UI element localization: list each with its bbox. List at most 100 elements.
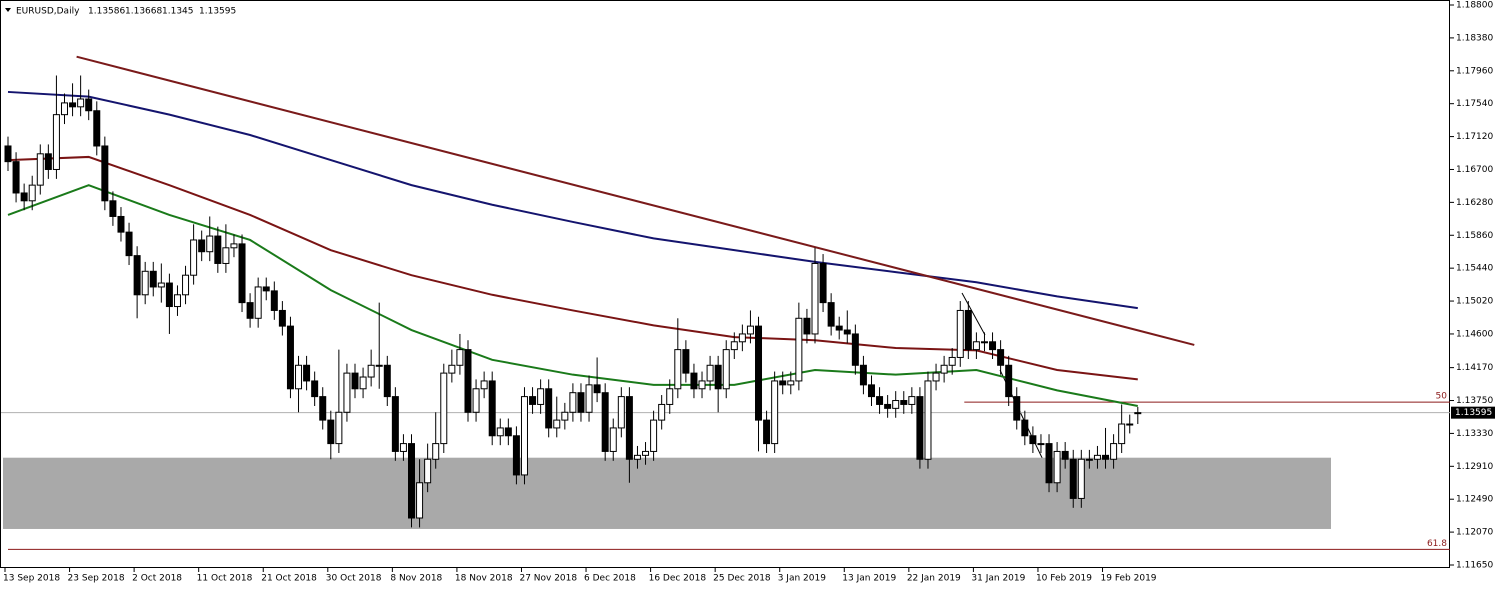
x-tick-label: 18 Nov 2018: [455, 574, 513, 584]
candle-body: [28, 184, 36, 202]
candle-body: [424, 458, 432, 484]
candle-body: [262, 286, 270, 292]
candle-body: [593, 384, 601, 394]
candle-body: [222, 247, 230, 264]
candle-body: [391, 396, 399, 452]
candle-body: [698, 380, 706, 390]
candle-body: [165, 282, 173, 308]
candle-body: [609, 427, 617, 452]
candle-body: [480, 380, 488, 390]
candle-body: [1053, 450, 1061, 484]
candle-body: [432, 443, 440, 460]
candle-body: [819, 262, 827, 304]
candle-body: [383, 364, 391, 398]
y-tick-label: 1.16280: [1456, 198, 1493, 208]
candle-body: [811, 262, 819, 335]
candle-body: [214, 235, 222, 264]
candle-body: [763, 419, 771, 445]
candle-body: [867, 384, 875, 398]
candle-body: [916, 396, 924, 460]
x-tick-label: 8 Nov 2018: [390, 574, 442, 584]
candle-body: [803, 317, 811, 335]
candle-body: [343, 372, 351, 413]
chart-title: EURUSD,Daily: [16, 7, 80, 17]
ohlc-value: 1.1345: [162, 7, 194, 17]
candle-body: [843, 329, 851, 335]
candle-body: [270, 290, 278, 311]
x-tick-label: 13 Jan 2019: [842, 574, 896, 584]
candle-body: [1118, 423, 1126, 445]
candle-body: [1134, 412, 1142, 415]
candle-body: [238, 243, 246, 304]
candle-body: [989, 341, 997, 351]
candle-body: [1021, 419, 1029, 437]
candle-body: [674, 349, 682, 390]
candle-body: [206, 235, 214, 253]
candle-body: [884, 403, 892, 409]
candle-body: [1037, 443, 1045, 446]
candle-body: [1110, 443, 1118, 460]
candle-body: [1102, 454, 1110, 460]
x-tick-label: 2 Oct 2018: [132, 574, 182, 584]
candle-body: [537, 388, 545, 405]
candle-body: [456, 349, 464, 366]
candle-body: [859, 364, 867, 386]
candle-body: [472, 388, 480, 413]
fib-label: 61.8: [1427, 539, 1447, 549]
candle-body: [375, 364, 383, 367]
candle-body: [157, 282, 165, 288]
y-tick-label: 1.16700: [1456, 165, 1493, 175]
candle-body: [755, 325, 763, 421]
candle-body: [577, 392, 585, 413]
y-tick-label: 1.15860: [1456, 231, 1493, 241]
y-tick-label: 1.12070: [1456, 528, 1493, 538]
candle-body: [545, 388, 553, 429]
y-tick-label: 1.15440: [1456, 264, 1493, 274]
x-tick-label: 23 Sep 2018: [68, 574, 125, 584]
candle-body: [1077, 458, 1085, 499]
candle-body: [101, 145, 109, 202]
candle-body: [908, 396, 916, 405]
ohlc-value: 1.13668: [125, 7, 162, 17]
candle-body: [956, 309, 964, 358]
candle-body: [617, 396, 625, 429]
candle-body: [948, 356, 956, 366]
candle-body: [230, 243, 238, 249]
candle-body: [85, 98, 93, 112]
candle-body: [512, 435, 520, 476]
candle-body: [746, 325, 754, 335]
candle-body: [682, 349, 690, 374]
candle-body: [601, 392, 609, 452]
candle-body: [1061, 450, 1069, 460]
x-tick-label: 30 Oct 2018: [326, 574, 382, 584]
candle-body: [149, 270, 157, 288]
candle-body: [1085, 458, 1093, 461]
candle-body: [1126, 423, 1134, 426]
ohlc-value: 1.13595: [199, 7, 236, 17]
y-tick-label: 1.17540: [1456, 99, 1493, 109]
candle-body: [625, 396, 633, 460]
candle-body: [60, 102, 68, 116]
candle-body: [20, 192, 28, 202]
candle-body: [117, 215, 125, 233]
fib-label: 50: [1436, 392, 1448, 402]
candle-body: [286, 325, 294, 390]
candle-body: [311, 380, 319, 398]
candle-body: [779, 380, 787, 386]
candle-body: [1029, 435, 1037, 445]
x-tick-label: 21 Oct 2018: [261, 574, 317, 584]
candle-body: [771, 380, 779, 445]
candle-body: [876, 396, 884, 405]
y-tick-label: 1.18800: [1456, 1, 1493, 11]
candle-body: [448, 364, 456, 374]
candle-body: [496, 427, 504, 437]
candle-body: [666, 388, 674, 405]
menu-arrow: [5, 8, 11, 12]
candle-body: [464, 349, 472, 413]
drawing-line: [961, 292, 986, 336]
x-tick-label: 6 Dec 2018: [584, 574, 636, 584]
candle-body: [835, 325, 843, 331]
candle-body: [569, 392, 577, 413]
candle-body: [529, 396, 537, 405]
candle-body: [109, 200, 117, 217]
